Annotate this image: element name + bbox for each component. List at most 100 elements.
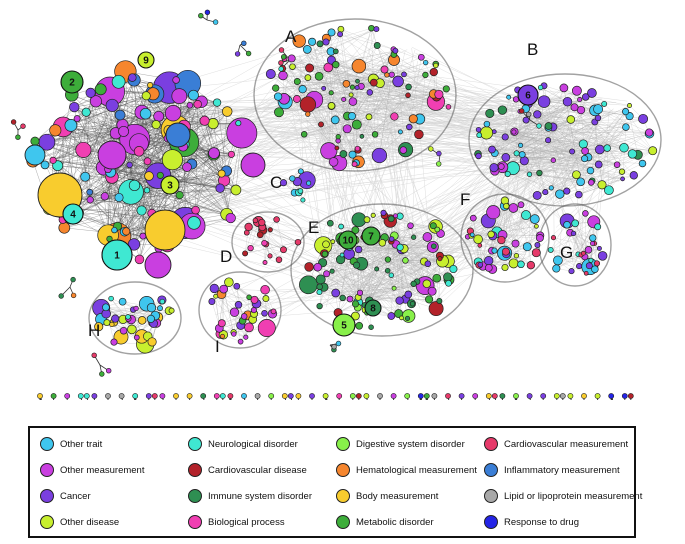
inter-cluster-edge: [406, 100, 522, 134]
trait-node: [511, 239, 520, 248]
trait-node: [70, 292, 77, 299]
intra-cluster-edge: [284, 58, 355, 165]
trait-node: [30, 136, 40, 146]
trait-node: [594, 114, 602, 122]
intra-cluster-edge: [478, 108, 526, 157]
trait-node: [233, 282, 241, 290]
trait-node: [571, 85, 582, 96]
trait-node: [289, 63, 296, 70]
trait-node: [316, 40, 324, 48]
trait-node: [429, 222, 437, 230]
trait-node: [342, 124, 352, 134]
trait-node: [225, 212, 236, 224]
trait-node: [629, 171, 638, 180]
intra-cluster-edge: [373, 215, 433, 248]
intra-cluster-edge: [556, 226, 598, 269]
trait-node: [550, 235, 557, 241]
label-layer: A B C D E F G H I 1 2 3 4 5 6 7 8 9 10: [60, 27, 573, 356]
trait-node: [105, 393, 111, 399]
trait-node: [309, 393, 315, 399]
intra-cluster-edge: [328, 65, 436, 151]
intra-cluster-edge: [133, 138, 169, 245]
intra-cluster-edge: [228, 282, 255, 314]
trait-node: [521, 210, 531, 221]
trait-node: [69, 101, 80, 113]
trait-node: [243, 334, 249, 340]
intra-cluster-edge: [387, 270, 399, 314]
trait-node: [501, 247, 510, 256]
trait-node: [427, 286, 437, 296]
trait-node: [378, 239, 387, 247]
trait-node: [15, 134, 21, 140]
trait-node: [404, 290, 413, 299]
trait-node: [114, 109, 126, 121]
intra-cluster-edge: [215, 296, 234, 333]
numbered-node: [338, 230, 358, 250]
intra-cluster-edge: [339, 34, 347, 84]
trait-node: [97, 140, 127, 170]
trait-node: [268, 393, 275, 399]
trait-node: [348, 92, 354, 98]
intra-cluster-edge: [543, 85, 638, 155]
numbered-node: [101, 239, 133, 271]
trait-node: [213, 393, 220, 399]
numbered-node: [517, 84, 539, 106]
numbered-node: [160, 175, 180, 195]
trait-node: [584, 246, 593, 254]
intra-cluster-edge: [347, 116, 353, 155]
trait-node: [137, 316, 147, 325]
trait-node: [552, 264, 561, 273]
trait-node: [143, 187, 151, 194]
intra-cluster-edge: [387, 270, 430, 300]
intra-cluster-edge: [361, 263, 395, 289]
trait-node: [638, 113, 649, 124]
intra-cluster-edge: [332, 241, 358, 308]
intra-cluster-edge: [307, 77, 332, 107]
intra-cluster-edge: [405, 57, 422, 150]
intra-cluster-edge: [326, 273, 343, 299]
numbered-node: [60, 70, 84, 94]
trait-node: [618, 168, 626, 175]
trait-node: [442, 85, 450, 93]
trait-node: [431, 393, 438, 399]
trait-node: [102, 303, 110, 312]
trait-node: [191, 205, 200, 215]
node-number-label: 3: [167, 181, 173, 192]
inter-cluster-edge: [343, 140, 421, 309]
intra-cluster-edge: [338, 45, 378, 137]
trait-node: [388, 236, 395, 242]
trait-node: [423, 393, 430, 399]
intra-cluster-edge: [550, 232, 571, 251]
trait-node: [99, 371, 105, 377]
intra-cluster-edge: [278, 95, 409, 113]
trait-node: [648, 146, 658, 156]
trait-node: [349, 84, 355, 90]
intra-cluster-edge: [403, 248, 440, 259]
isolated-edge: [324, 395, 328, 400]
trait-node: [355, 321, 364, 330]
intra-cluster-edge: [550, 226, 598, 251]
trait-node: [518, 142, 524, 148]
trait-node: [136, 205, 147, 216]
intra-cluster-edge: [391, 275, 406, 300]
trait-node: [235, 120, 242, 127]
trait-node: [20, 123, 26, 129]
trait-node: [587, 179, 595, 186]
trait-node: [518, 108, 525, 114]
intra-cluster-edge: [570, 119, 650, 133]
legend-label: Other disease: [60, 516, 120, 528]
intra-cluster-edge: [553, 90, 578, 161]
trait-node: [368, 324, 374, 330]
trait-node: [355, 393, 362, 399]
trait-node: [144, 209, 186, 251]
trait-node: [535, 234, 544, 242]
trait-node: [165, 122, 191, 148]
trait-node: [267, 253, 273, 259]
trait-node: [316, 283, 323, 291]
cluster-label-g: G: [560, 243, 573, 262]
trait-node: [437, 256, 443, 262]
trait-node: [348, 97, 358, 106]
trait-node: [489, 163, 499, 173]
intra-cluster-edge: [504, 200, 522, 265]
trait-node: [351, 226, 360, 235]
